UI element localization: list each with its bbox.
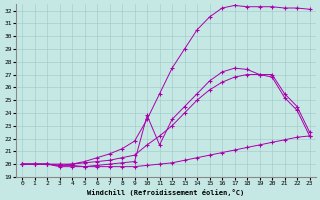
X-axis label: Windchill (Refroidissement éolien,°C): Windchill (Refroidissement éolien,°C) xyxy=(87,189,244,196)
